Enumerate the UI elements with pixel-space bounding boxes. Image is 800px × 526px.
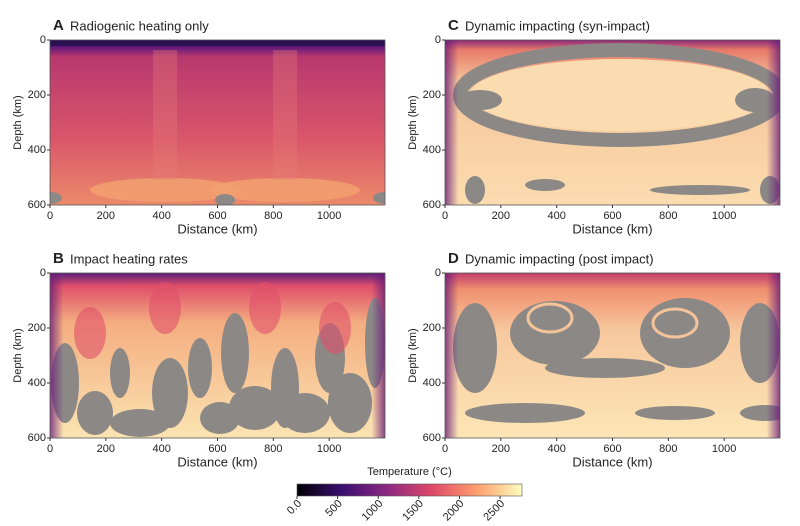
x-tick-label: 600: [603, 210, 621, 222]
x-tick-label: 400: [547, 210, 565, 222]
cool-patch: [215, 194, 235, 205]
x-axis-label: Distance (km): [572, 221, 652, 236]
side-cool: [445, 40, 780, 205]
x-tick-label: 800: [659, 210, 677, 222]
colorbar-tick-label: 500: [323, 498, 344, 519]
colorbar-tick-label: 2500: [481, 498, 507, 524]
panel-title: Impact heating rates: [70, 251, 188, 266]
temperature-field: [50, 40, 385, 205]
x-axis-label: Distance (km): [177, 221, 257, 236]
plume: [153, 50, 177, 180]
panel-letter: C: [448, 17, 459, 34]
x-tick-label: 400: [152, 210, 170, 222]
colorbar-tick-label: 1500: [400, 498, 426, 524]
y-tick-label: 600: [28, 199, 46, 211]
hot-layer: [90, 178, 240, 202]
y-tick-label: 0: [435, 267, 441, 279]
temperature-field: [445, 273, 780, 438]
temperature-field: [50, 273, 385, 438]
y-tick-label: 600: [28, 432, 46, 444]
y-tick-label: 200: [423, 322, 441, 334]
y-tick-label: 600: [423, 199, 441, 211]
x-tick-label: 600: [603, 443, 621, 455]
y-tick-label: 400: [423, 377, 441, 389]
x-tick-label: 1000: [712, 443, 736, 455]
y-tick-label: 600: [423, 432, 441, 444]
panel-letter: D: [448, 250, 459, 267]
y-axis-label: Depth (km): [407, 95, 419, 149]
colorbar-tick-label: 1000: [360, 498, 386, 524]
plume: [273, 50, 297, 180]
y-tick-label: 200: [423, 89, 441, 101]
field-background: [50, 40, 385, 205]
x-tick-label: 600: [208, 443, 226, 455]
x-axis-label: Distance (km): [177, 454, 257, 469]
panel-letter: B: [53, 250, 64, 267]
x-tick-label: 1000: [317, 210, 341, 222]
x-tick-label: 200: [97, 443, 115, 455]
panel-title: Dynamic impacting (syn-impact): [465, 18, 650, 33]
y-axis-label: Depth (km): [12, 328, 24, 382]
side-cool: [50, 273, 385, 438]
x-tick-label: 1000: [712, 210, 736, 222]
panel-title: Dynamic impacting (post impact): [465, 251, 654, 266]
y-tick-label: 200: [28, 322, 46, 334]
colorbar-tick-label: 0.0: [285, 498, 304, 517]
x-tick-label: 1000: [317, 443, 341, 455]
x-tick-label: 0: [47, 210, 53, 222]
hot-layer: [210, 178, 360, 202]
x-tick-label: 800: [264, 210, 282, 222]
x-tick-label: 400: [547, 443, 565, 455]
colorbar: [296, 483, 523, 497]
x-axis-label: Distance (km): [572, 454, 652, 469]
x-tick-label: 600: [208, 210, 226, 222]
y-tick-label: 400: [423, 144, 441, 156]
temperature-field: [445, 40, 780, 205]
y-tick-label: 0: [40, 267, 46, 279]
colorbar-title: Temperature (°C): [367, 466, 451, 478]
y-tick-label: 0: [40, 34, 46, 46]
x-tick-label: 200: [492, 210, 510, 222]
y-tick-label: 400: [28, 377, 46, 389]
lid: [50, 40, 385, 46]
y-tick-label: 0: [435, 34, 441, 46]
x-tick-label: 800: [264, 443, 282, 455]
x-tick-label: 0: [442, 443, 448, 455]
side-cool: [445, 273, 780, 438]
y-tick-label: 200: [28, 89, 46, 101]
x-tick-label: 400: [152, 443, 170, 455]
cool-patch: [50, 192, 62, 204]
x-tick-label: 0: [442, 210, 448, 222]
x-tick-label: 800: [659, 443, 677, 455]
panel-title: Radiogenic heating only: [70, 18, 209, 33]
colorbar-tick-label: 2000: [441, 498, 467, 524]
x-tick-label: 200: [97, 210, 115, 222]
y-axis-label: Depth (km): [12, 95, 24, 149]
x-tick-label: 200: [492, 443, 510, 455]
y-axis-label: Depth (km): [407, 328, 419, 382]
y-tick-label: 400: [28, 144, 46, 156]
cool-patch: [373, 192, 385, 204]
x-tick-label: 0: [47, 443, 53, 455]
panel-letter: A: [53, 17, 64, 34]
